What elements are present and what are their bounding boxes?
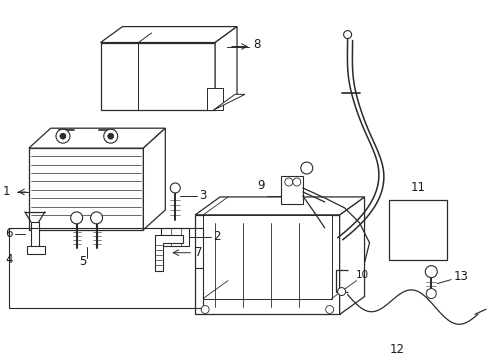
Polygon shape [207,88,223,110]
Text: 11: 11 [410,181,425,194]
Text: 12: 12 [389,343,404,356]
Polygon shape [31,222,39,252]
Circle shape [71,212,82,224]
Circle shape [60,133,66,139]
Polygon shape [215,27,237,110]
Circle shape [425,266,436,278]
Circle shape [90,212,102,224]
Circle shape [107,133,114,139]
Text: 13: 13 [452,270,467,283]
Polygon shape [213,94,244,110]
Circle shape [201,306,209,314]
Circle shape [170,183,180,193]
Bar [388,200,447,260]
Polygon shape [195,197,364,215]
Text: 6: 6 [5,227,12,240]
Circle shape [426,289,435,298]
Circle shape [300,162,312,174]
Circle shape [103,129,118,143]
Text: 1: 1 [3,185,11,198]
Bar [280,176,302,204]
Polygon shape [29,148,143,230]
Polygon shape [29,128,165,148]
Polygon shape [195,215,339,315]
Polygon shape [203,215,331,298]
Polygon shape [161,228,189,246]
Polygon shape [101,42,215,110]
Text: 9: 9 [257,180,264,193]
Circle shape [343,31,351,39]
Bar [9,228,203,307]
Text: 10: 10 [355,270,368,280]
Circle shape [285,178,292,186]
Text: 3: 3 [199,189,206,202]
Text: 7: 7 [195,246,203,259]
Text: 2: 2 [213,230,220,243]
Polygon shape [27,246,45,254]
Text: 8: 8 [252,38,260,51]
Circle shape [325,306,333,314]
Text: 5: 5 [79,255,86,268]
Polygon shape [143,128,165,230]
Circle shape [337,288,345,296]
Text: 4: 4 [5,253,12,266]
Polygon shape [155,235,183,271]
Polygon shape [339,197,364,315]
Circle shape [56,129,70,143]
Circle shape [292,178,300,186]
Polygon shape [101,27,237,42]
